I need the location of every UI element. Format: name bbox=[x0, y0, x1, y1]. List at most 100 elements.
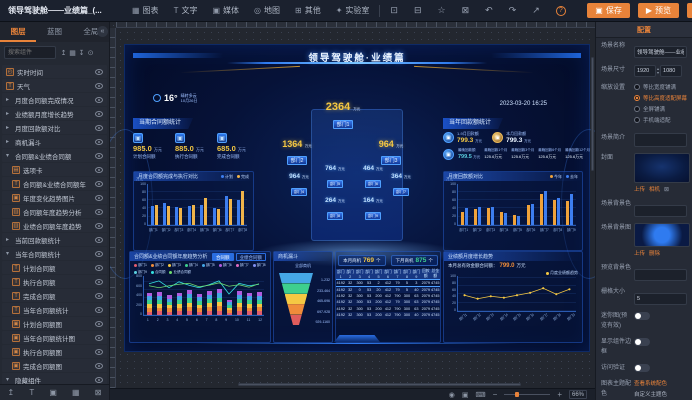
layer-item[interactable]: ◴ 实时时间 bbox=[2, 65, 107, 78]
layer-item[interactable]: ▥ 合同额年度趋势分析 bbox=[2, 205, 107, 218]
visibility-eye-icon[interactable] bbox=[95, 278, 103, 285]
grid-size-input[interactable] bbox=[634, 293, 687, 305]
expand-arrow-icon[interactable]: ▸ bbox=[6, 139, 10, 145]
text-icon[interactable]: T bbox=[29, 388, 35, 397]
keyboard-icon[interactable]: ⌨ bbox=[475, 391, 486, 399]
visibility-eye-icon[interactable] bbox=[95, 138, 103, 145]
layer-item[interactable]: T 执行合同额 bbox=[2, 275, 107, 288]
visibility-eye-icon[interactable] bbox=[95, 110, 103, 117]
save-button[interactable]: ▣ 保存 bbox=[587, 3, 630, 18]
undo-icon[interactable]: ↶ bbox=[485, 5, 493, 15]
trend-tab[interactable]: 合同额 bbox=[212, 252, 234, 261]
sidebar-tab-图层[interactable]: 图层 bbox=[0, 22, 37, 42]
favorite-icon[interactable]: ☆ bbox=[437, 5, 446, 15]
collapse-sidebar-button[interactable]: « bbox=[97, 26, 108, 37]
menu-text[interactable]: T 文字 bbox=[174, 5, 198, 16]
visibility-eye-icon[interactable] bbox=[95, 124, 103, 131]
layer-group-icon[interactable]: ⊟ bbox=[413, 5, 422, 15]
help-icon[interactable]: ? bbox=[555, 5, 566, 16]
menu-map[interactable]: ◎ 地图 bbox=[254, 5, 280, 16]
access-verify-toggle[interactable] bbox=[634, 364, 650, 372]
mini-map-toggle[interactable] bbox=[634, 312, 650, 320]
layer-item[interactable]: T 当年合同额统计 bbox=[2, 303, 107, 316]
theme-system-link[interactable]: 查看系统配色 bbox=[634, 381, 668, 387]
zoom-slider-handle[interactable] bbox=[515, 392, 520, 397]
expand-arrow-icon[interactable]: ▸ bbox=[6, 111, 10, 117]
layer-item[interactable]: ▣ 年度变化趋势图片 bbox=[2, 191, 107, 204]
layers-icon[interactable]: ▦ bbox=[72, 388, 80, 397]
layer-item[interactable]: ▥ 业绩合同额年度趋势 bbox=[2, 219, 107, 232]
visibility-eye-icon[interactable] bbox=[95, 208, 103, 215]
expand-arrow-icon[interactable]: ▸ bbox=[6, 125, 10, 131]
sidebar-tab-全局[interactable]: 全局 bbox=[83, 26, 99, 36]
scale-option[interactable]: 手机端适配 bbox=[634, 116, 687, 124]
layer-item[interactable]: ▣ 当年合同额统计图 bbox=[2, 331, 107, 344]
visibility-eye-icon[interactable] bbox=[95, 362, 103, 369]
layer-item[interactable]: ▣ 完成合同额图 bbox=[2, 359, 107, 372]
menu-media[interactable]: ▣ 媒体 bbox=[212, 5, 239, 16]
vertical-scrollbar[interactable] bbox=[591, 28, 594, 386]
bg-upload-link[interactable]: 上传 bbox=[634, 251, 646, 257]
scale-option[interactable]: 全屏铺满 bbox=[634, 105, 687, 113]
layer-item[interactable]: T 天气 bbox=[2, 79, 107, 92]
cover-delete-icon[interactable]: ⊠ bbox=[664, 186, 670, 193]
visibility-eye-icon[interactable] bbox=[95, 348, 103, 355]
component-border-toggle[interactable] bbox=[634, 338, 650, 346]
redo-icon[interactable]: ↷ bbox=[508, 5, 517, 15]
horizontal-scrollbar[interactable] bbox=[116, 383, 587, 387]
menu-lab[interactable]: ✦ 实验室 bbox=[336, 5, 370, 16]
lock-icon[interactable]: ▣ bbox=[461, 391, 469, 399]
download-icon[interactable]: ↧ bbox=[78, 49, 85, 57]
scene-name-input[interactable] bbox=[634, 46, 687, 58]
menu-other[interactable]: ⊞ 其他 bbox=[295, 5, 321, 16]
visibility-eye-icon[interactable] bbox=[95, 236, 103, 243]
visibility-eye-icon[interactable] bbox=[95, 222, 103, 229]
theme-custom-link[interactable]: 自定义主题色 bbox=[634, 392, 668, 398]
visibility-eye-icon[interactable] bbox=[95, 306, 103, 313]
visibility-eye-icon[interactable] bbox=[95, 152, 103, 159]
layer-item[interactable]: T 合同额&业绩合同额年 bbox=[2, 177, 107, 190]
visibility-eye-icon[interactable] bbox=[95, 320, 103, 327]
filter-icon[interactable]: ⊙ bbox=[87, 49, 94, 57]
sidebar-tab-蓝图[interactable]: 蓝图 bbox=[46, 26, 62, 36]
zoom-slider[interactable] bbox=[504, 392, 551, 397]
cover-thumbnail[interactable] bbox=[634, 153, 690, 183]
expand-arrow-icon[interactable]: ▾ bbox=[6, 153, 10, 159]
export-icon[interactable]: ↗ bbox=[532, 5, 540, 15]
scene-height-input[interactable] bbox=[660, 65, 683, 77]
upload-icon[interactable]: ↥ bbox=[60, 49, 67, 57]
visibility-eye-icon[interactable] bbox=[95, 334, 103, 341]
visibility-eye-icon[interactable] bbox=[95, 250, 103, 257]
visibility-eye-icon[interactable] bbox=[95, 68, 103, 75]
component-icon[interactable]: ⊡ bbox=[390, 5, 398, 15]
expand-arrow-icon[interactable]: ▾ bbox=[6, 251, 10, 257]
cover-camera-link[interactable]: 相机 bbox=[649, 187, 661, 193]
layer-item[interactable]: ▾ 当年合同额统计 bbox=[2, 247, 107, 260]
upload-icon[interactable]: ↥ bbox=[7, 388, 15, 397]
layer-item[interactable]: ▣ 计划合同额图 bbox=[2, 317, 107, 330]
zoom-out-button[interactable]: − bbox=[492, 389, 498, 399]
preview-bg-color-input[interactable] bbox=[634, 269, 687, 281]
layer-item[interactable]: T 计划合同额 bbox=[2, 261, 107, 274]
expand-arrow-icon[interactable]: ▸ bbox=[6, 237, 10, 243]
scene-bg-thumbnail[interactable] bbox=[634, 223, 690, 247]
visibility-eye-icon[interactable] bbox=[95, 166, 103, 173]
project-title[interactable]: 领导驾驶舱——业绩篇_(... bbox=[8, 6, 102, 15]
layer-search-input[interactable] bbox=[4, 46, 56, 59]
layer-item[interactable]: ▸ 业绩额月度增长趋势 bbox=[2, 107, 107, 120]
copy-icon[interactable]: ▣ bbox=[49, 388, 57, 397]
zoom-in-button[interactable]: + bbox=[557, 389, 562, 399]
scene-bg-color-input[interactable] bbox=[634, 205, 687, 217]
visibility-eye-icon[interactable] bbox=[95, 376, 103, 383]
visibility-eye-icon[interactable] bbox=[95, 96, 103, 103]
layer-item[interactable]: ▾ 隐藏组件 bbox=[2, 373, 107, 384]
group-icon[interactable]: ▦ bbox=[69, 49, 76, 57]
menu-chart[interactable]: ▦ 图表 bbox=[132, 5, 159, 16]
layer-item[interactable]: ▸ 当前回款额统计 bbox=[2, 233, 107, 246]
scale-option[interactable]: 等比高度适配屏幕 bbox=[634, 94, 687, 102]
expand-arrow-icon[interactable]: ▸ bbox=[6, 97, 10, 103]
layer-item[interactable]: ▸ 商机漏斗 bbox=[2, 135, 107, 148]
trend-tab[interactable]: 业绩合同额 bbox=[235, 252, 266, 261]
size-stepper[interactable]: ▴ ▾ bbox=[657, 66, 660, 75]
layer-item[interactable]: T 完成合同额 bbox=[2, 289, 107, 302]
